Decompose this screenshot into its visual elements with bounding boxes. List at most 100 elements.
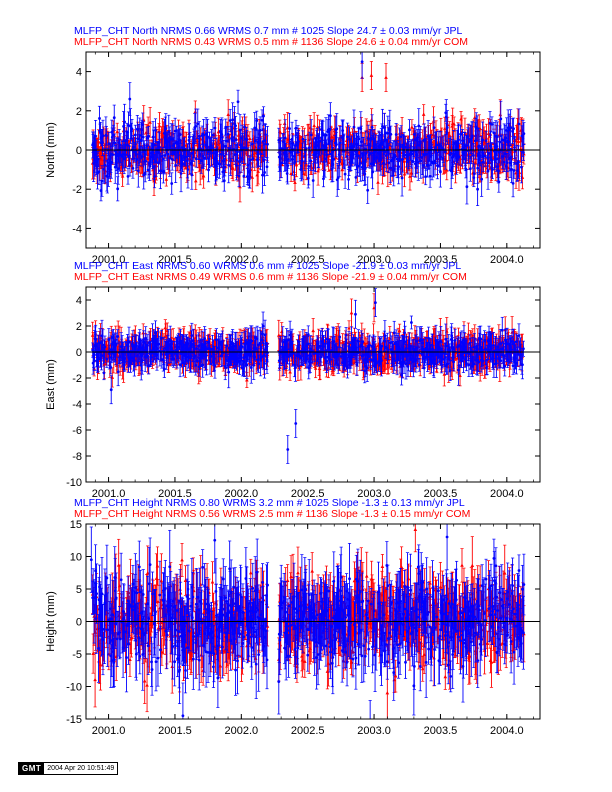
data-point-circle <box>328 114 332 118</box>
data-point-triangle <box>304 162 309 166</box>
data-point-circle <box>141 123 145 127</box>
data-point-circle <box>476 166 480 170</box>
data-point-circle <box>334 143 338 147</box>
data-point-circle <box>415 136 419 139</box>
data-point-circle <box>161 157 165 161</box>
data-point-circle <box>128 154 131 158</box>
data-point-circle <box>375 155 378 159</box>
data-point-circle <box>495 145 499 148</box>
data-point-circle <box>424 152 428 156</box>
data-point-triangle <box>129 163 134 167</box>
data-point-circle <box>110 130 114 134</box>
data-point-circle <box>202 133 206 137</box>
data-point-circle <box>352 125 356 129</box>
data-point-circle <box>309 133 313 137</box>
data-point-circle <box>426 134 430 138</box>
data-point-circle <box>348 138 351 141</box>
data-point-circle <box>395 157 399 161</box>
data-point-circle <box>388 166 392 170</box>
data-point-circle <box>202 156 206 160</box>
data-point-circle <box>419 159 423 163</box>
data-point-circle <box>424 175 428 179</box>
data-point-circle <box>141 135 145 139</box>
data-point-circle <box>207 168 210 172</box>
data-point-triangle <box>248 136 252 140</box>
data-point-circle <box>481 138 485 142</box>
data-point-circle <box>309 159 313 163</box>
data-point-circle <box>380 133 384 136</box>
data-point-circle <box>258 133 262 137</box>
data-point-circle <box>215 150 219 154</box>
data-point-circle <box>291 142 295 146</box>
data-point-circle <box>495 135 499 138</box>
data-point-circle <box>194 157 198 161</box>
data-point-circle <box>483 154 487 158</box>
data-point-circle <box>194 124 198 128</box>
data-point-circle <box>406 159 410 163</box>
data-point-circle <box>285 172 289 175</box>
data-point-triangle <box>293 180 297 185</box>
data-point-circle <box>206 135 209 139</box>
data-point-circle <box>161 170 165 174</box>
data-point-circle <box>393 155 397 159</box>
data-point-circle <box>300 159 304 163</box>
data-point-triangle <box>115 129 119 134</box>
data-point-triangle <box>256 169 260 173</box>
data-point-circle <box>191 146 195 150</box>
data-point-circle <box>147 134 151 138</box>
chart-title-line: MLFP_CHT North NRMS 0.66 WRMS 0.7 mm # 1… <box>74 25 463 37</box>
data-point-circle <box>297 140 300 143</box>
data-point-circle <box>341 129 345 132</box>
data-point-circle <box>403 145 407 149</box>
data-point-circle <box>311 179 315 182</box>
data-point-circle <box>461 139 464 143</box>
data-point-circle <box>143 171 147 175</box>
data-point-circle <box>364 151 368 155</box>
data-point-circle <box>338 141 342 145</box>
data-point-circle <box>226 132 230 136</box>
data-point-circle <box>338 160 342 163</box>
data-point-circle <box>248 170 252 174</box>
data-point-circle <box>236 150 239 154</box>
data-point-circle <box>432 126 436 130</box>
data-point-circle <box>223 165 227 169</box>
data-point-circle <box>188 147 192 151</box>
data-point-circle <box>304 146 308 150</box>
data-point-circle <box>168 156 172 160</box>
data-point-triangle <box>447 133 452 137</box>
data-point-circle <box>179 172 183 175</box>
data-point-circle <box>278 165 282 169</box>
data-point-circle <box>427 151 431 155</box>
data-point-circle <box>233 153 237 156</box>
data-point-circle <box>327 139 331 143</box>
data-point-circle <box>136 169 140 173</box>
data-point-circle <box>399 135 403 139</box>
data-point-circle <box>487 151 491 155</box>
data-point-circle <box>181 162 184 165</box>
data-point-triangle <box>201 174 206 178</box>
data-point-circle <box>499 117 503 121</box>
data-point-circle <box>359 140 363 144</box>
data-point-circle <box>133 133 137 137</box>
data-point-circle <box>176 151 180 154</box>
data-point-circle <box>418 140 422 144</box>
data-point-circle <box>450 166 454 170</box>
data-point-circle <box>323 157 327 161</box>
data-point-circle <box>262 114 265 118</box>
data-point-circle <box>414 158 418 162</box>
data-point-circle <box>467 140 471 143</box>
data-point-circle <box>111 153 115 157</box>
data-point-triangle <box>164 177 169 181</box>
data-point-circle <box>140 155 144 158</box>
data-point-circle <box>299 168 303 171</box>
data-point-circle <box>164 127 168 130</box>
data-point-circle <box>245 138 249 141</box>
data-point-circle <box>146 168 150 172</box>
data-point-triangle <box>312 123 316 128</box>
panel-0: MLFP_CHT North NRMS 0.66 WRMS 0.7 mm # 1… <box>45 25 541 266</box>
data-point-circle <box>432 161 435 165</box>
data-point-circle <box>359 127 363 131</box>
data-point-circle <box>256 150 260 153</box>
data-point-circle <box>97 170 101 174</box>
